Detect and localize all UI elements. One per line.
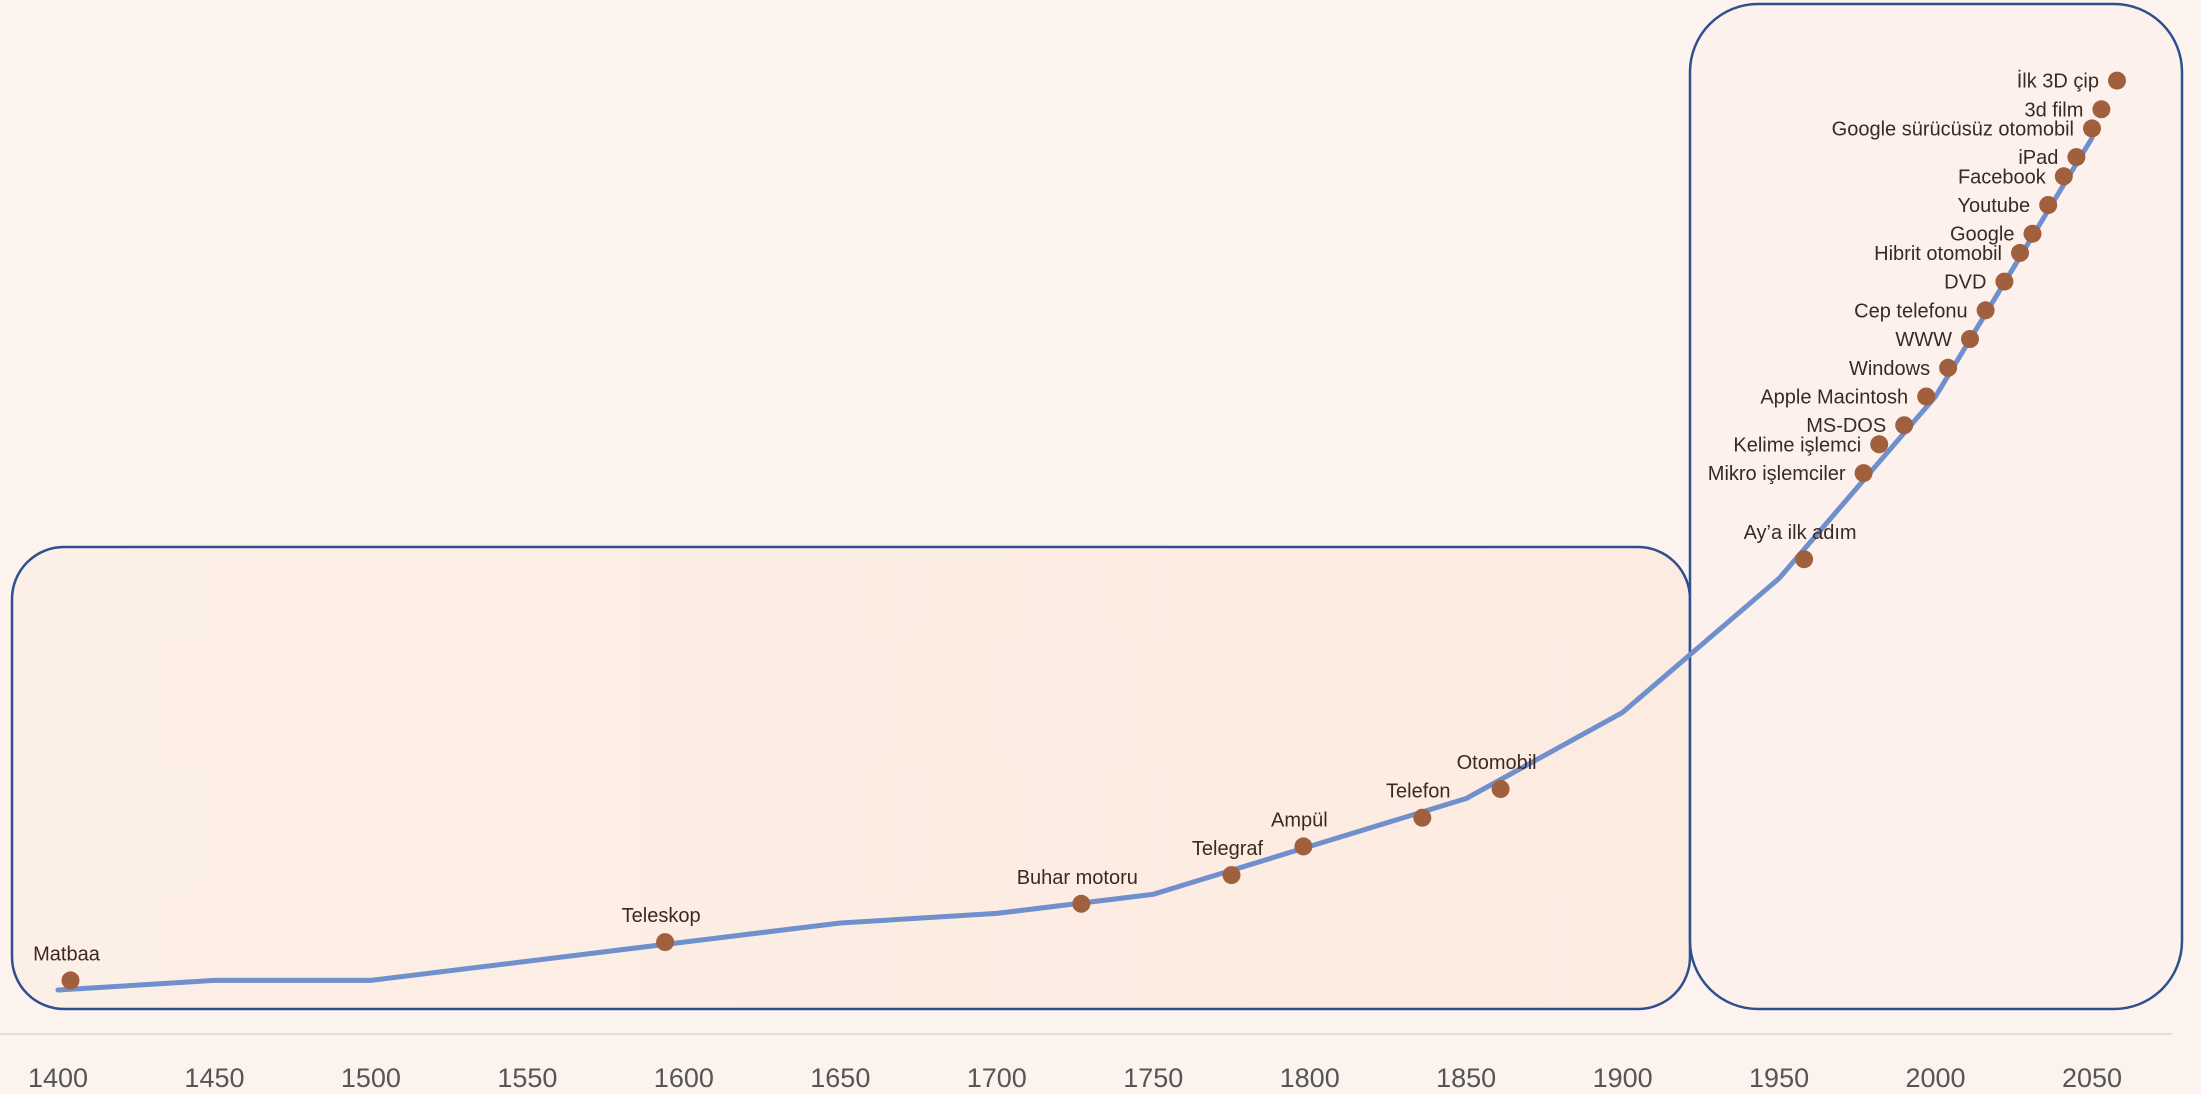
x-tick-label: 1850 — [1436, 1063, 1496, 1093]
x-tick-label: 1400 — [28, 1063, 88, 1093]
x-tick-label: 2050 — [2062, 1063, 2122, 1093]
event-label: Buhar motoru — [1017, 867, 1138, 889]
event-label: WWW — [1895, 329, 1952, 351]
event-label: Apple Macintosh — [1760, 387, 1908, 409]
event-label: Google — [1950, 224, 2015, 246]
event-marker — [1870, 435, 1889, 454]
event-label: İlk 3D çip — [2017, 70, 2099, 93]
x-tick-label: 1600 — [654, 1063, 714, 1093]
event-marker — [1294, 837, 1313, 856]
event-label: Matbaa — [33, 943, 101, 965]
event-label: iPad — [2018, 147, 2058, 169]
event-marker — [1917, 387, 1936, 406]
right-era-frame — [1688, 2, 2184, 1011]
event-marker — [2067, 148, 2086, 167]
x-tick-label: 1500 — [341, 1063, 401, 1093]
event-label: Telefon — [1386, 781, 1451, 803]
x-axis-ticks: 1400 1450 1500 1550 1600 1650 1700 1750 1800 1850… — [28, 1063, 2122, 1093]
event-label: Cep telefonu — [1854, 300, 1967, 322]
event-marker — [1795, 550, 1814, 569]
event-label: Otomobil — [1457, 752, 1537, 774]
event-marker — [2039, 196, 2058, 214]
series-line — [55, 135, 2095, 993]
event-marker — [61, 971, 80, 990]
event-label: Hibrit otomobil — [1874, 243, 2002, 265]
event-label: 3d film — [2024, 99, 2083, 121]
event-label: Teleskop — [622, 905, 701, 927]
event-label: Kelime işlemci — [1733, 434, 1861, 456]
event-label: Ampül — [1271, 809, 1328, 831]
event-marker — [2083, 119, 2101, 138]
x-tick-label: 1900 — [1593, 1063, 1653, 1093]
event-marker — [2108, 71, 2126, 90]
event-marker — [1895, 416, 1914, 435]
x-tick-label: 1550 — [497, 1063, 557, 1093]
x-tick-label: 1800 — [1280, 1063, 1340, 1093]
event-label: Telegraf — [1192, 838, 1264, 860]
event-label: Mikro işlemciler — [1708, 463, 1846, 485]
event-marker — [2023, 224, 2042, 243]
event-marker — [1491, 780, 1510, 798]
event-marker — [1995, 272, 2014, 291]
event-markers: Matbaa Teleskop Buhar motoru Telegraf Ampül T… — [33, 70, 2126, 990]
event-marker — [1222, 866, 1241, 885]
event-label: Youtube — [1958, 195, 2031, 217]
event-marker — [2011, 243, 2029, 262]
event-label: Windows — [1849, 358, 1930, 380]
event-marker — [1413, 808, 1432, 827]
event-marker — [1072, 894, 1091, 913]
x-tick-label: 1750 — [1123, 1063, 1183, 1093]
x-tick-label: 1650 — [810, 1063, 870, 1093]
event-marker — [1961, 330, 1979, 348]
event-marker — [1939, 358, 1958, 377]
event-marker — [2092, 100, 2111, 119]
event-marker — [2054, 167, 2073, 186]
x-tick-label: 2000 — [1905, 1063, 1965, 1093]
event-label: MS-DOS — [1806, 415, 1886, 437]
x-tick-label: 1950 — [1749, 1063, 1809, 1093]
event-label: Ay’a ilk adım — [1744, 522, 1857, 544]
event-marker — [656, 933, 675, 952]
x-tick-label: 1700 — [967, 1063, 1027, 1093]
event-label: DVD — [1944, 272, 1986, 294]
x-tick-label: 1450 — [184, 1063, 244, 1093]
event-label: Facebook — [1958, 166, 2047, 188]
event-marker — [1976, 301, 1995, 320]
left-era-frame — [10, 545, 1692, 1011]
event-marker — [1854, 464, 1873, 483]
event-label: Google sürücüsüz otomobil — [1832, 118, 2074, 140]
